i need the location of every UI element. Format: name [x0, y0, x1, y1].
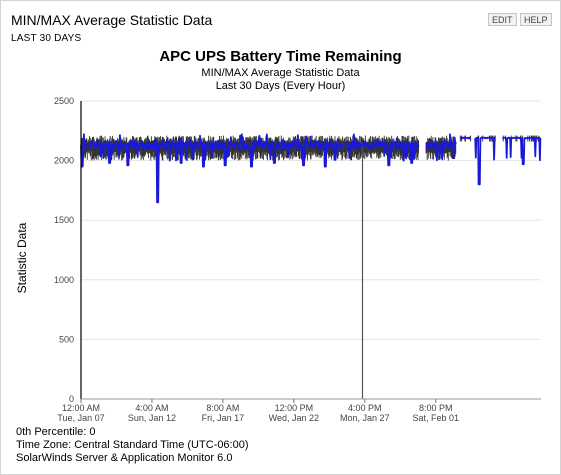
x-tick-date-label: Sat, Feb 01	[412, 413, 459, 423]
average-line	[459, 136, 472, 140]
average-series	[80, 133, 542, 204]
average-line	[474, 136, 496, 186]
x-tick-time-label: 8:00 AM	[206, 403, 239, 413]
widget-subtitle: LAST 30 DAYS	[11, 33, 82, 44]
y-tick-label: 0	[69, 394, 74, 404]
x-tick-date-label: Wed, Jan 22	[269, 413, 319, 423]
y-tick-label: 2000	[54, 156, 74, 166]
x-tick-date-label: Fri, Jan 17	[202, 413, 245, 423]
x-tick-time-label: 12:00 AM	[62, 403, 100, 413]
edit-button[interactable]: EDIT	[488, 13, 517, 26]
percentile-note: 0th Percentile: 0	[16, 426, 96, 438]
widget-title: MIN/MAX Average Statistic Data	[11, 12, 213, 28]
x-tick-date-label: Mon, Jan 27	[340, 413, 390, 423]
product-note: SolarWinds Server & Application Monitor …	[16, 452, 233, 464]
help-button[interactable]: HELP	[520, 13, 552, 26]
x-tick-time-label: 12:00 PM	[275, 403, 314, 413]
chart-title: APC UPS Battery Time Remaining	[159, 48, 402, 65]
average-line	[425, 133, 457, 162]
x-tick-date-label: Sun, Jan 12	[128, 413, 176, 423]
y-tick-label: 2500	[54, 96, 74, 106]
x-tick-date-label: Tue, Jan 07	[57, 413, 104, 423]
range-series	[80, 135, 539, 399]
y-axis-title: Statistic Data	[15, 222, 29, 293]
chart-subtitle-range: Last 30 Days (Every Hour)	[215, 80, 346, 92]
average-line	[501, 136, 542, 166]
chart-subtitle: MIN/MAX Average Statistic Data	[201, 67, 360, 79]
y-tick-label: 1000	[54, 275, 74, 285]
x-tick-time-label: 4:00 PM	[348, 403, 382, 413]
average-line	[80, 133, 420, 204]
timezone-note: Time Zone: Central Standard Time (UTC-06…	[16, 439, 249, 451]
y-tick-label: 500	[59, 334, 74, 344]
x-tick-time-label: 8:00 PM	[419, 403, 453, 413]
x-tick-time-label: 4:00 AM	[135, 403, 168, 413]
y-tick-label: 1500	[54, 215, 74, 225]
